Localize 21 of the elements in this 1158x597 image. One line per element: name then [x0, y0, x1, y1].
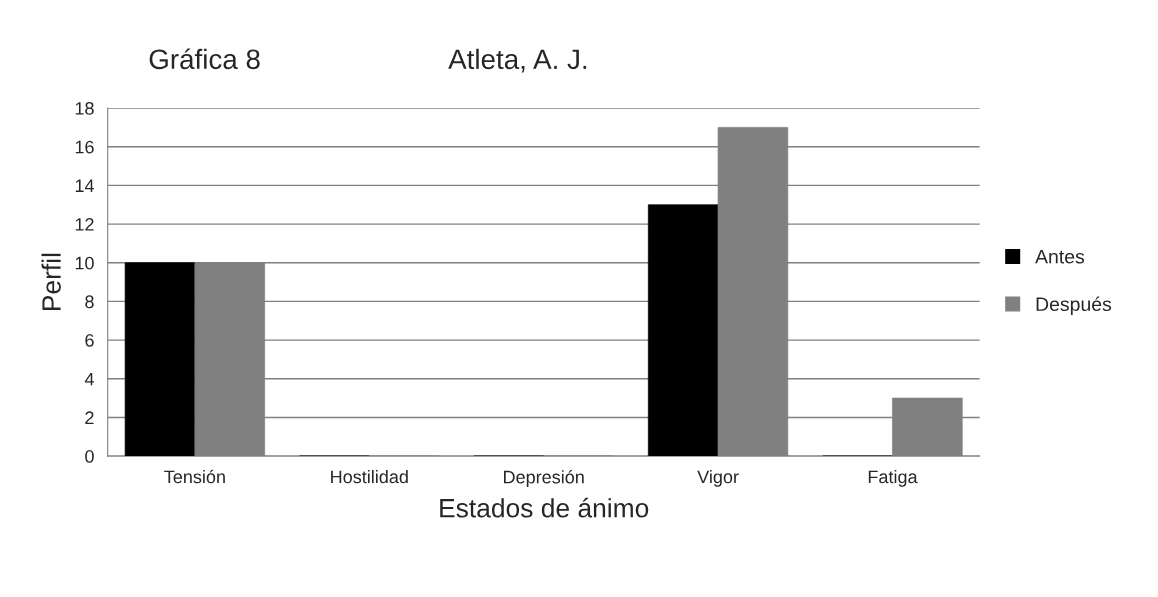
y-tick-label: 8	[85, 295, 94, 309]
chart-subtitle: Atleta, A. J.	[448, 48, 587, 73]
x-tick-label: Fatiga	[868, 470, 918, 487]
y-tick-label: 10	[75, 256, 94, 270]
y-tick-label: 16	[75, 140, 94, 154]
y-tick-label: 4	[84, 372, 94, 386]
y-tick-label: 18	[75, 101, 94, 115]
y-tick-label: 0	[85, 450, 94, 463]
y-tick-label: 2	[85, 411, 94, 424]
x-tick-label: Tensión	[164, 469, 225, 484]
x-tick-label: Hostilidad	[331, 470, 408, 484]
y-tick-label: 6	[85, 334, 94, 347]
y-tick-label: 14	[75, 179, 94, 192]
y-tick-label: 12	[75, 218, 94, 231]
legend-label: Después	[1036, 296, 1112, 315]
x-tick-label: Vigor	[697, 470, 739, 487]
y-axis-title: Perfil	[41, 253, 61, 310]
x-tick-label: Depresión	[504, 470, 584, 488]
x-axis-title: Estados de ánimo	[440, 497, 649, 518]
legend-label: Antes	[1035, 249, 1085, 264]
chart-title: Gráfica 8	[149, 48, 260, 70]
